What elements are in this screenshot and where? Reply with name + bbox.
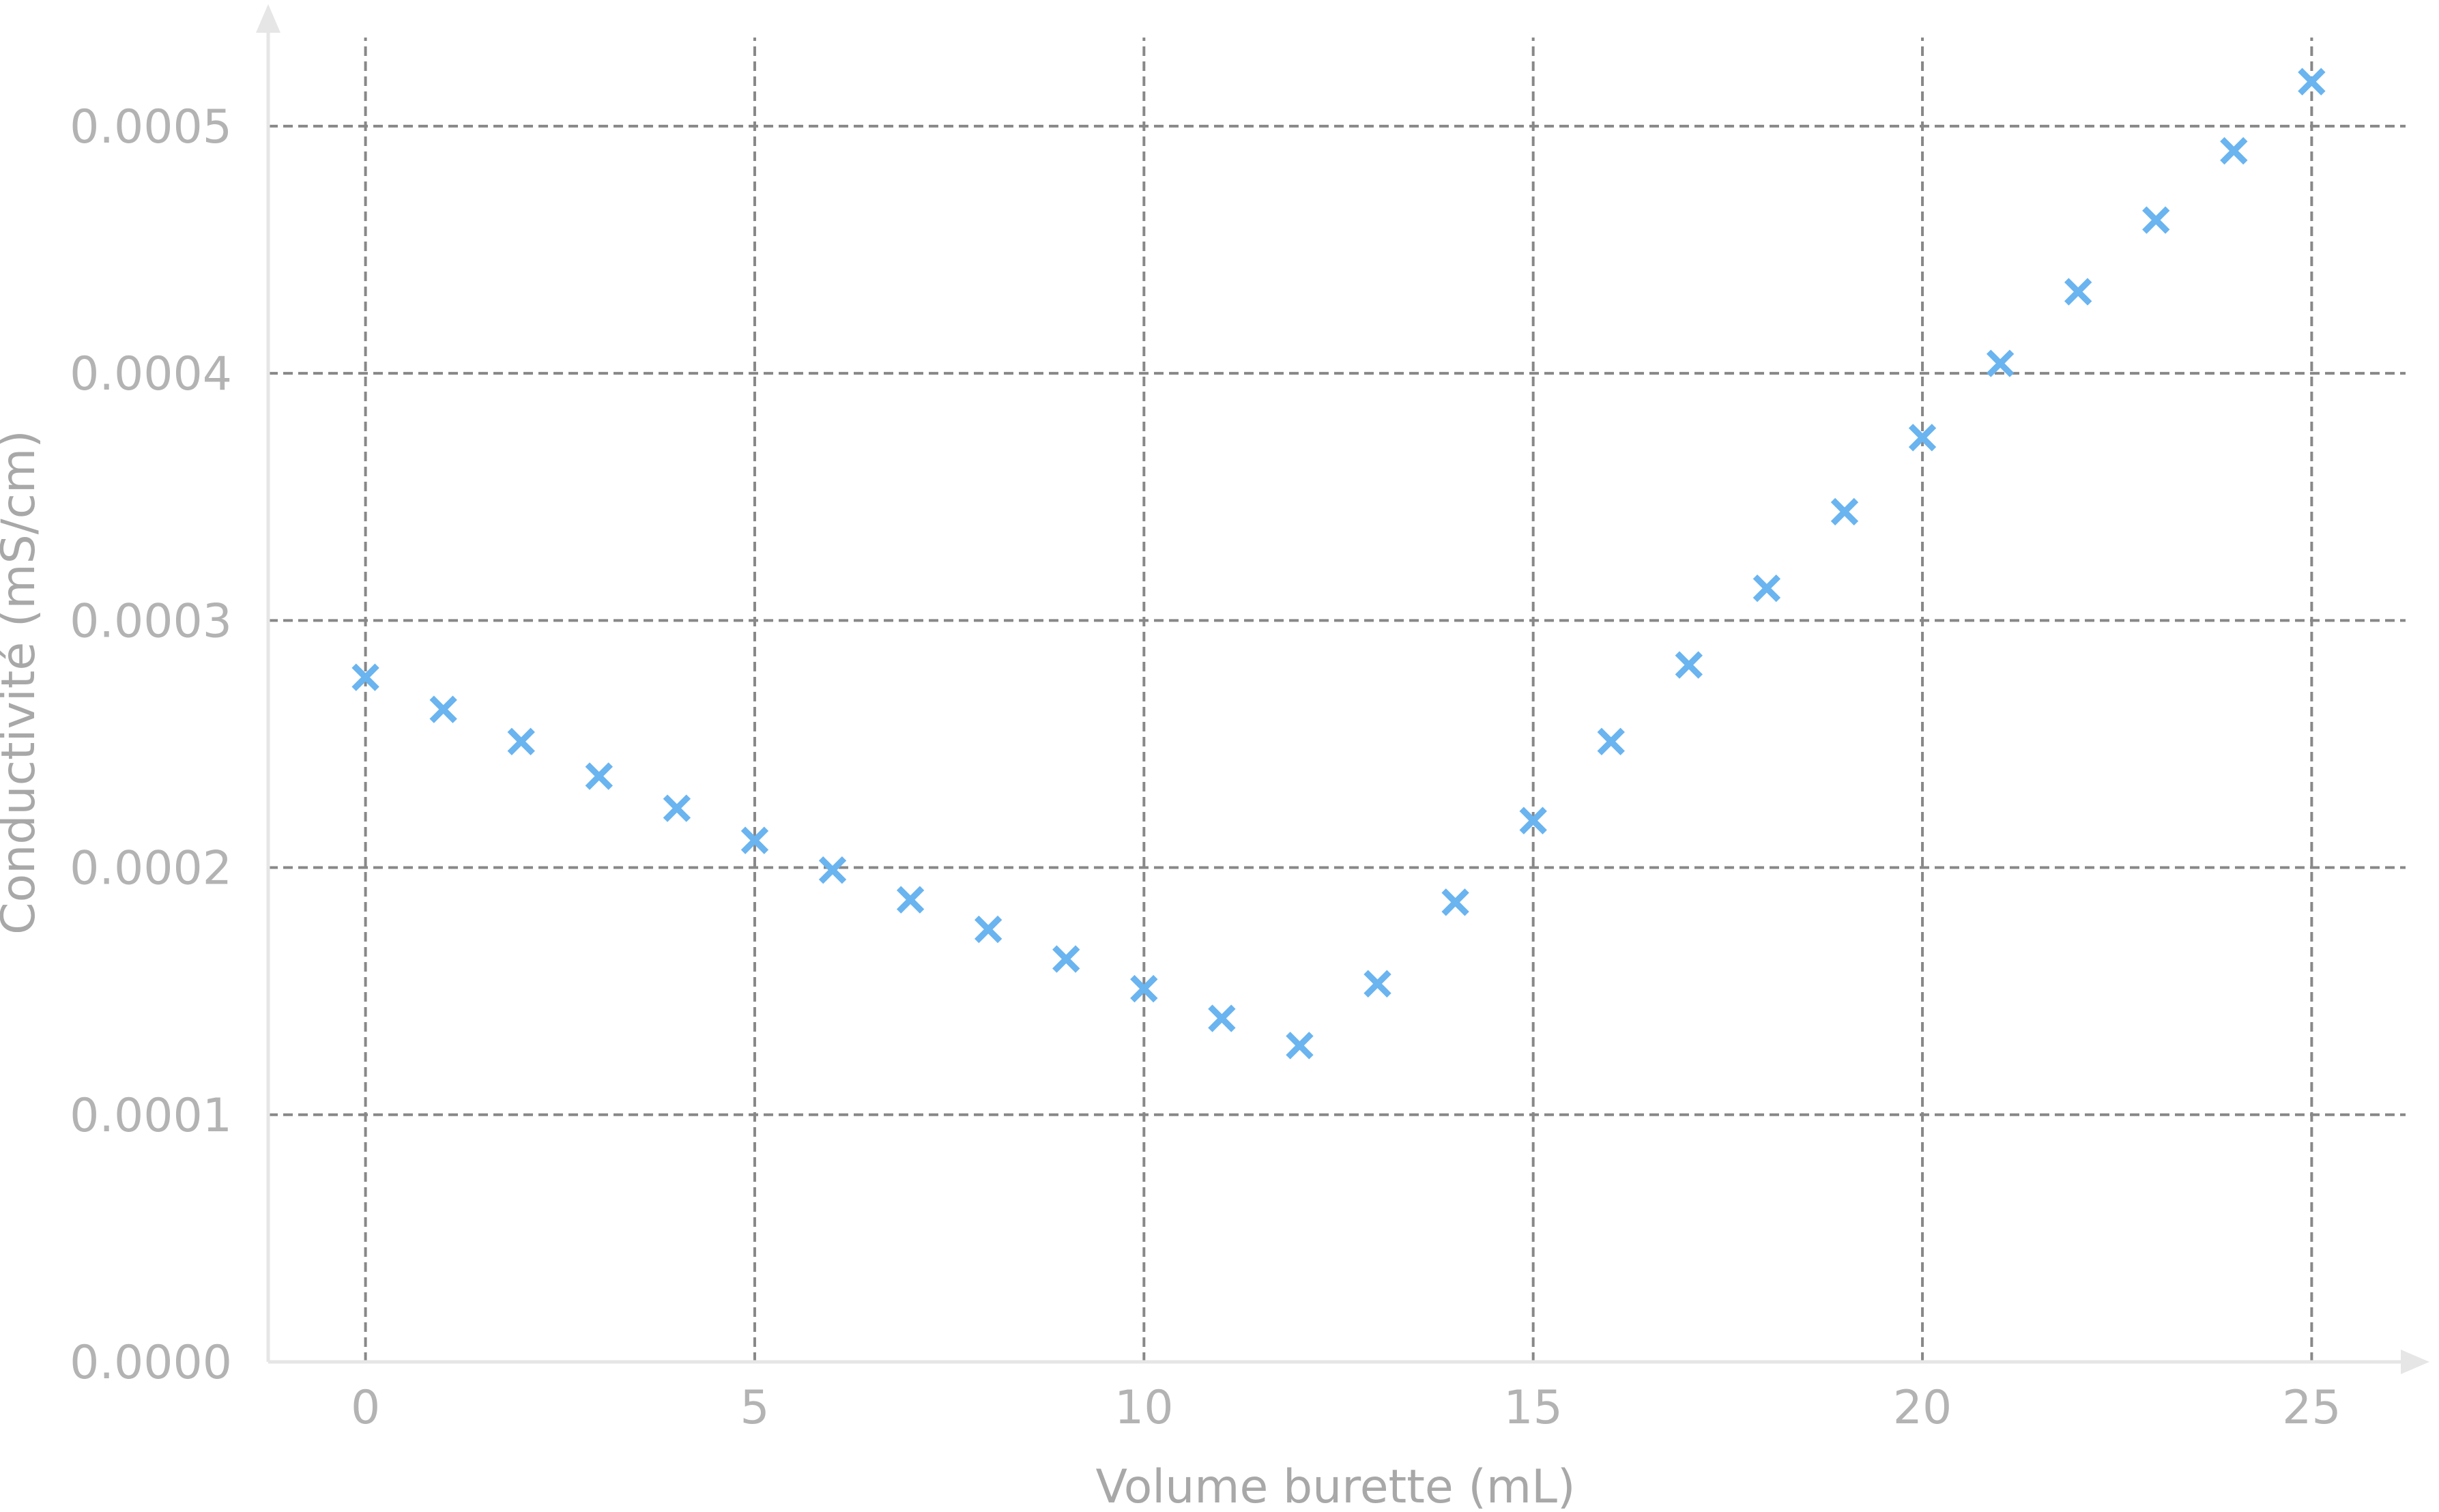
x-axis-label: Volume burette (mL)	[1095, 1460, 1575, 1512]
data-point	[585, 762, 613, 790]
data-point	[1830, 497, 1859, 526]
x-tick-labels: 0 5 10 15 20 25	[351, 1381, 2341, 1435]
data-point-stroke	[1130, 974, 1158, 1003]
y-tick-label: 0.0002	[70, 842, 232, 896]
data-point-stroke	[351, 663, 379, 691]
data-point-stroke	[974, 915, 1002, 944]
data-points	[351, 68, 2326, 1060]
data-point-stroke	[2220, 136, 2248, 165]
data-point	[1286, 1032, 1314, 1060]
data-point-stroke	[1597, 727, 1625, 756]
y-tick-label: 0.0000	[70, 1336, 232, 1390]
data-point-stroke	[1363, 970, 1391, 998]
data-point-stroke	[585, 762, 613, 790]
data-point	[429, 695, 457, 723]
data-point	[2064, 278, 2092, 306]
data-point-stroke	[740, 826, 769, 854]
y-tick-label: 0.0003	[70, 594, 232, 648]
x-axis-arrow-icon	[2401, 1350, 2429, 1374]
y-tick-label: 0.0004	[70, 347, 232, 401]
data-point	[1752, 575, 1781, 602]
data-point	[663, 794, 691, 822]
data-point-stroke	[1830, 497, 1859, 526]
data-point-stroke	[1286, 1032, 1314, 1060]
x-tick-label: 0	[351, 1381, 380, 1435]
data-point-stroke	[507, 727, 535, 756]
data-point	[1519, 806, 1547, 834]
data-point-stroke	[1052, 945, 1080, 973]
grid	[268, 38, 2406, 1362]
y-tick-labels: 0.0000 0.0001 0.0002 0.0003 0.0004 0.0005	[70, 100, 232, 1390]
data-point-stroke	[1908, 424, 1937, 452]
data-point-stroke	[2142, 206, 2170, 234]
data-point-stroke	[1441, 888, 1469, 916]
data-point	[1208, 1004, 1236, 1032]
data-point	[351, 663, 379, 691]
data-point	[974, 915, 1002, 944]
data-point	[2142, 206, 2170, 234]
data-point	[896, 886, 925, 914]
data-point-stroke	[663, 794, 691, 822]
data-point	[1675, 651, 1703, 679]
data-point	[818, 856, 847, 884]
data-point-stroke	[1986, 349, 2015, 377]
x-tick-label: 10	[1114, 1381, 1174, 1435]
data-point	[1130, 974, 1158, 1003]
data-point-stroke	[1675, 651, 1703, 679]
data-point	[2220, 136, 2248, 165]
x-tick-label: 5	[740, 1381, 769, 1435]
x-tick-label: 25	[2282, 1381, 2341, 1435]
data-point-stroke	[1519, 806, 1547, 834]
data-point	[1363, 970, 1391, 998]
data-point-stroke	[2298, 68, 2326, 96]
data-point	[740, 826, 769, 854]
data-point	[1052, 945, 1080, 973]
data-point	[507, 727, 535, 756]
data-point	[1597, 727, 1625, 756]
data-point	[1908, 424, 1937, 452]
data-point-stroke	[429, 695, 457, 723]
x-tick-label: 20	[1893, 1381, 1952, 1435]
data-point-stroke	[818, 856, 847, 884]
data-point-stroke	[1208, 1004, 1236, 1032]
axes	[256, 4, 2429, 1374]
y-tick-label: 0.0001	[70, 1089, 232, 1143]
data-point-stroke	[2064, 278, 2092, 306]
y-axis-label: Conductivité (mS/cm)	[0, 430, 46, 935]
data-point	[1986, 349, 2015, 377]
y-axis-arrow-icon	[256, 4, 280, 33]
data-point-stroke	[896, 886, 925, 914]
x-tick-label: 15	[1503, 1381, 1563, 1435]
y-tick-label: 0.0005	[70, 100, 232, 154]
data-point	[1441, 888, 1469, 916]
data-point	[2298, 68, 2326, 96]
data-point-stroke	[1752, 575, 1781, 602]
